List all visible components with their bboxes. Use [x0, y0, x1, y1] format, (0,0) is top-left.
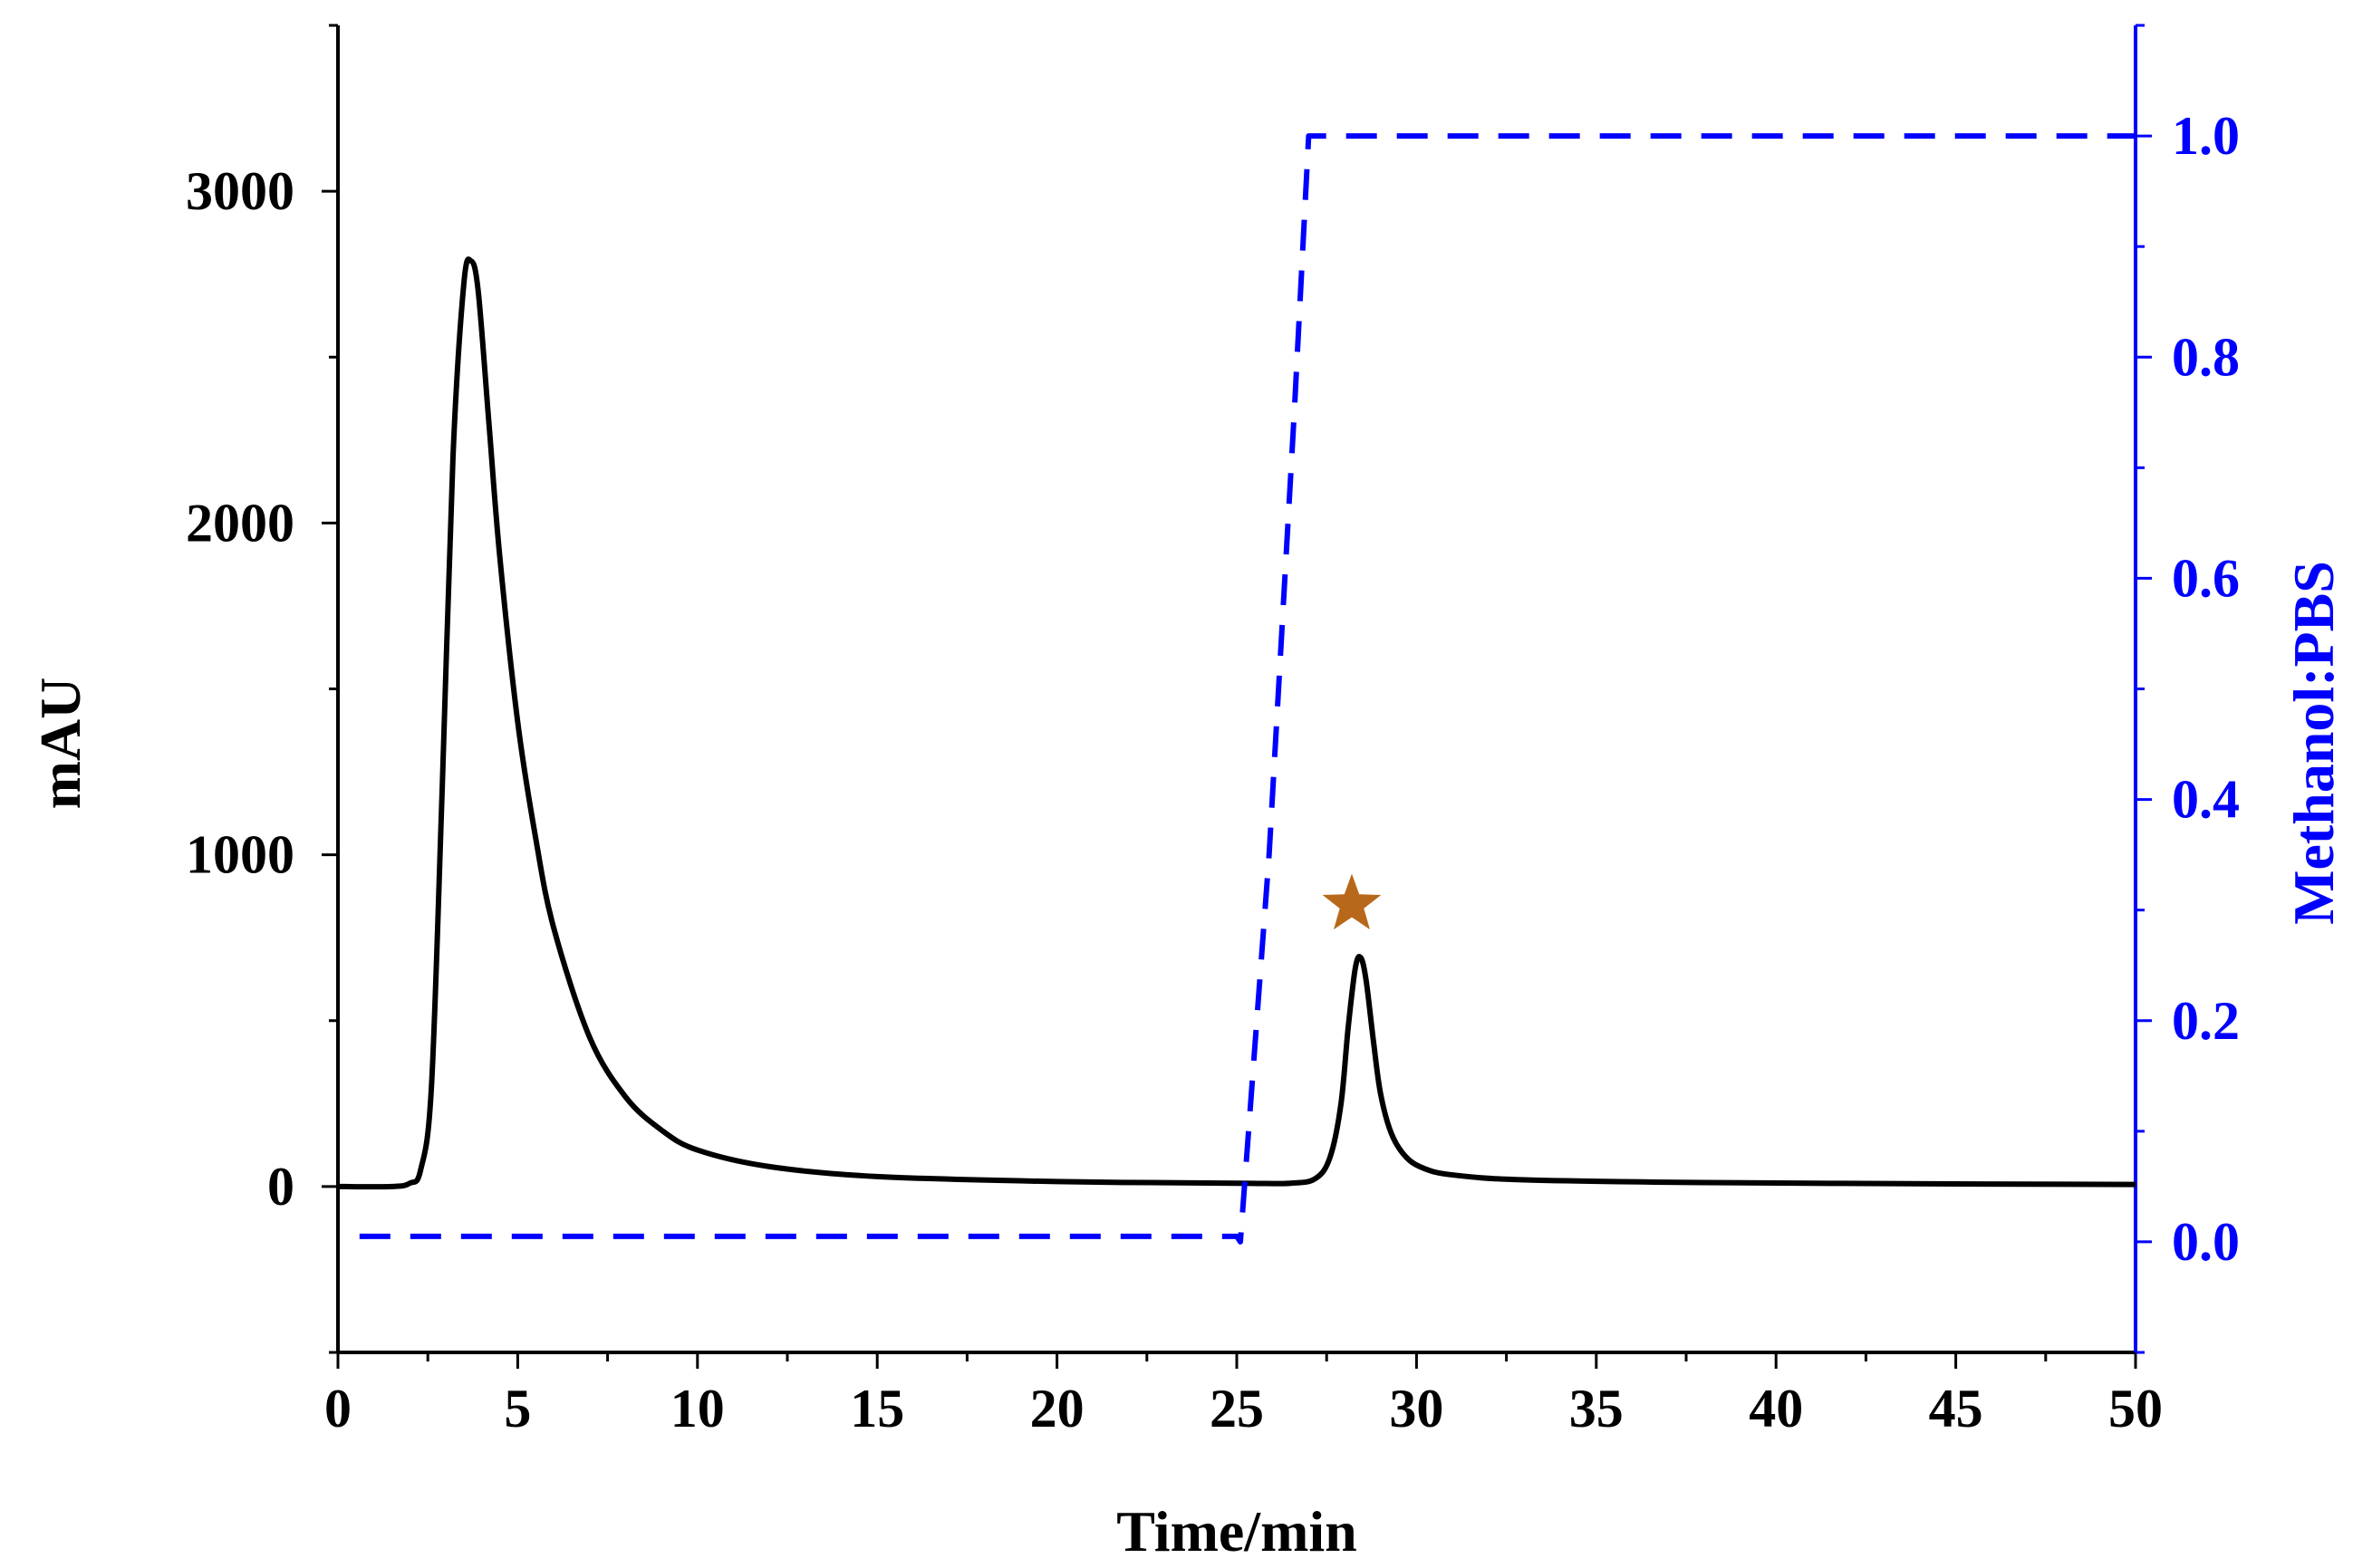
tick-labels: 0 5 10 15 20 25 30 35 40 45 50 0 1000 2000 3000 0.0 0.2 0… — [186, 106, 2240, 1438]
y-left-tick-label: 2000 — [186, 493, 294, 553]
x-tick-label: 20 — [1030, 1379, 1085, 1438]
x-tick-label: 15 — [850, 1379, 904, 1438]
x-tick-label: 0 — [324, 1379, 352, 1438]
x-tick-label: 35 — [1569, 1379, 1624, 1438]
axes — [322, 24, 2152, 1369]
y-left-tick-label: 0 — [267, 1157, 294, 1217]
absorbance-line — [337, 256, 2136, 1190]
y-left-tick-label: 1000 — [186, 825, 294, 885]
methanol-gradient-line — [359, 133, 2136, 1245]
y-right-tick-label: 0.6 — [2172, 548, 2240, 608]
x-tick-label: 45 — [1929, 1379, 1983, 1438]
x-tick-label: 40 — [1749, 1379, 1803, 1438]
x-tick-label: 50 — [2108, 1379, 2163, 1438]
y-right-tick-label: 1.0 — [2172, 106, 2240, 166]
y-right-tick-label: 0.8 — [2172, 327, 2240, 387]
x-axis-title: Time/min — [1116, 1499, 1357, 1563]
y-right-tick-label: 0.2 — [2172, 991, 2240, 1051]
x-tick-label: 25 — [1210, 1379, 1264, 1438]
y-right-tick-label: 0.0 — [2172, 1212, 2240, 1272]
plot-marks — [337, 133, 2136, 1245]
star-marker — [1322, 873, 1382, 930]
x-tick-label: 5 — [504, 1379, 531, 1438]
x-tick-label: 10 — [670, 1379, 725, 1438]
y-left-tick-label: 3000 — [186, 161, 294, 221]
y-axis-right-title: Methanol:PBS — [2281, 561, 2346, 925]
y-axis-left-title: mAU — [28, 678, 92, 810]
y-right-tick-label: 0.4 — [2172, 770, 2240, 830]
x-tick-label: 30 — [1389, 1379, 1443, 1438]
